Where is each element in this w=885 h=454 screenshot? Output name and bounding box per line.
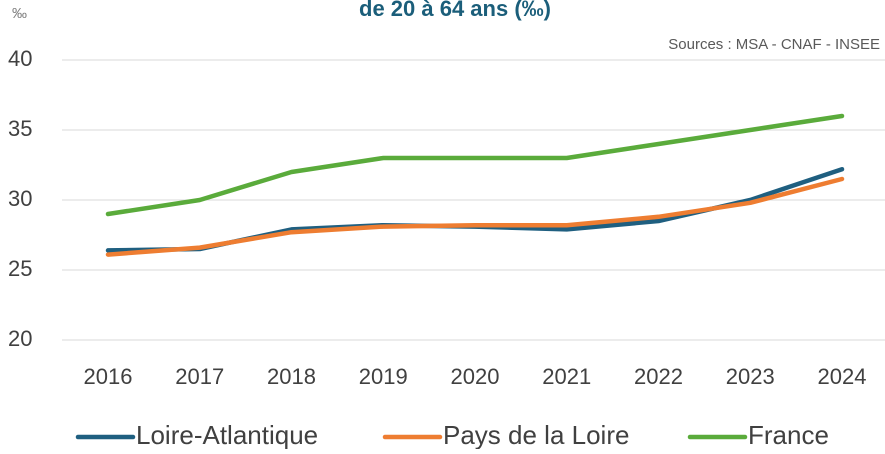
x-tick-label: 2017 (175, 364, 224, 389)
y-axis-label: ‰ (12, 5, 27, 22)
x-tick-label: 2020 (451, 364, 500, 389)
x-tick-label: 2021 (542, 364, 591, 389)
legend-label: Pays de la Loire (443, 420, 629, 449)
x-tick-label: 2024 (818, 364, 867, 389)
line-series (105, 166, 845, 253)
legend-label: France (748, 420, 829, 449)
y-tick-label: 20 (8, 326, 32, 351)
x-tick-label: 2019 (359, 364, 408, 389)
source-note: Sources : MSA - CNAF - INSEE (668, 36, 880, 53)
y-tick-label: 25 (8, 256, 32, 281)
legend-label: Loire-Atlantique (136, 420, 318, 449)
x-tick-label: 2023 (726, 364, 775, 389)
x-tick-label: 2018 (267, 364, 316, 389)
chart-title: de 20 à 64 ans (‰) (359, 0, 551, 21)
x-tick-label: 2016 (84, 364, 133, 389)
y-tick-label: 40 (8, 46, 32, 71)
line-series (105, 176, 845, 257)
x-tick-label: 2022 (634, 364, 683, 389)
y-tick-label: 30 (8, 186, 32, 211)
line-series (105, 113, 845, 217)
y-tick-label: 35 (8, 116, 32, 141)
